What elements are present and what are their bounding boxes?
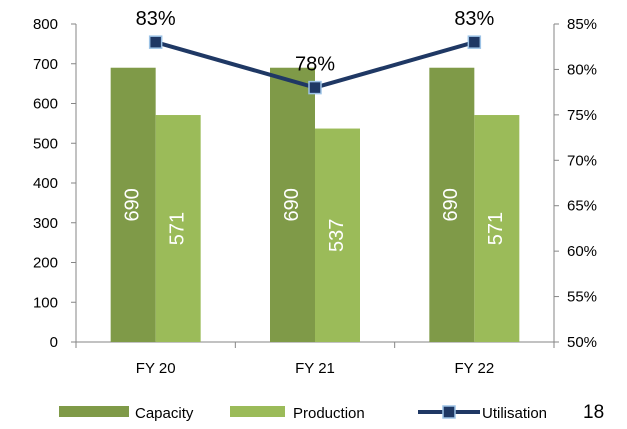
right-tick-label: 70%	[567, 152, 597, 169]
right-tick-label: 60%	[567, 243, 597, 260]
left-tick-label: 500	[33, 135, 58, 152]
legend-label-production: Production	[293, 405, 365, 422]
line-data-label: 83%	[454, 8, 494, 30]
left-tick-label: 0	[50, 334, 58, 351]
x-tick-label: FY 21	[295, 360, 335, 377]
left-tick-label: 400	[33, 175, 58, 192]
left-tick-label: 200	[33, 255, 58, 272]
utilisation-marker	[468, 36, 480, 48]
left-tick-label: 100	[33, 294, 58, 311]
x-tick-label: FY 20	[136, 360, 176, 377]
bar-data-label: 537	[326, 219, 348, 252]
right-tick-label: 80%	[567, 61, 597, 78]
right-tick-label: 75%	[567, 107, 597, 124]
left-tick-label: 700	[33, 56, 58, 73]
bar-data-label: 690	[281, 188, 303, 221]
legend-label-capacity: Capacity	[135, 405, 194, 422]
left-tick-label: 800	[33, 16, 58, 33]
right-tick-label: 85%	[567, 16, 597, 33]
right-tick-label: 50%	[567, 334, 597, 351]
left-tick-label: 600	[33, 96, 58, 113]
bar-data-label: 690	[121, 188, 143, 221]
right-tick-label: 55%	[567, 289, 597, 306]
legend-marker-utilisation	[443, 406, 455, 418]
utilisation-marker	[150, 36, 162, 48]
line-data-label: 83%	[136, 8, 176, 30]
line-data-label: 78%	[295, 54, 335, 76]
bar-data-label: 571	[485, 212, 507, 245]
utilisation-marker	[309, 82, 321, 94]
x-tick-label: FY 22	[454, 360, 494, 377]
bar-data-label: 571	[166, 212, 188, 245]
left-tick-label: 300	[33, 215, 58, 232]
legend-swatch-capacity	[59, 406, 129, 417]
legend-label-utilisation: Utilisation	[482, 405, 547, 422]
page-number: 18	[583, 402, 604, 423]
legend-swatch-production	[230, 406, 285, 417]
bar-data-label: 690	[440, 188, 462, 221]
right-tick-label: 65%	[567, 198, 597, 215]
